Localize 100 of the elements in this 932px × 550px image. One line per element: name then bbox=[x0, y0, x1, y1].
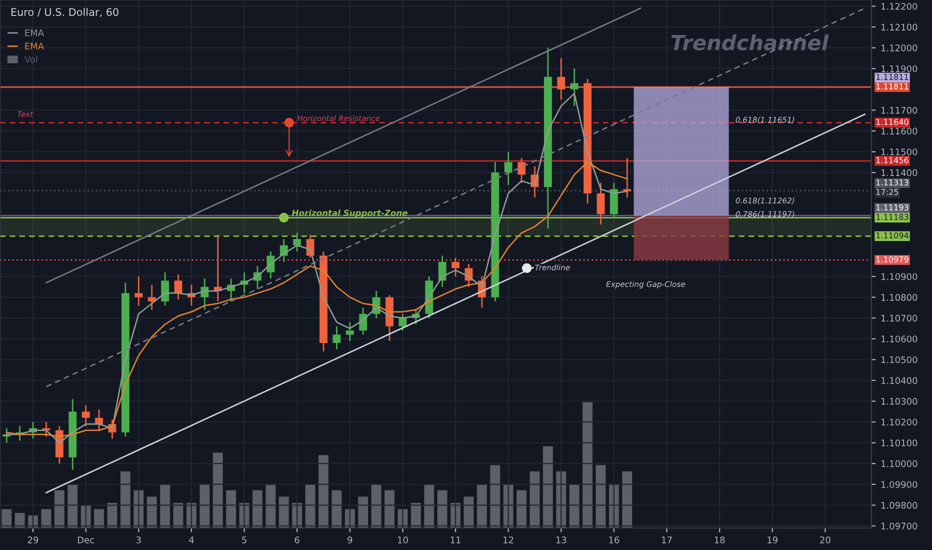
bar bbox=[410, 502, 421, 528]
x-tick-label: 10 bbox=[398, 536, 408, 544]
y-tick-label: 1.10500 bbox=[881, 356, 918, 364]
bar bbox=[278, 496, 289, 528]
bar bbox=[212, 452, 223, 528]
candlestick bbox=[134, 276, 143, 306]
bar bbox=[490, 465, 500, 528]
bar bbox=[318, 455, 328, 528]
bar bbox=[266, 484, 276, 528]
y-tick-label: 1.11700 bbox=[881, 106, 918, 114]
x-tick-label: 11 bbox=[450, 536, 460, 544]
y-tick-label: 1.12100 bbox=[881, 24, 918, 31]
bar bbox=[516, 490, 526, 528]
candlestick bbox=[82, 404, 90, 427]
ref-line-label: 1.11183 bbox=[876, 214, 908, 220]
x-tick-label: 29 bbox=[28, 536, 38, 544]
legend-label: Vol bbox=[24, 56, 38, 63]
y-tick-label: 1.12000 bbox=[881, 44, 918, 52]
y-tick-label: 1.10900 bbox=[881, 273, 918, 280]
y-tick-label: 1.09800 bbox=[881, 502, 918, 509]
bar bbox=[530, 471, 540, 528]
candlestick bbox=[174, 274, 182, 300]
candlestick bbox=[596, 182, 605, 226]
bar bbox=[54, 490, 64, 528]
bar bbox=[120, 471, 130, 528]
candlestick bbox=[293, 232, 302, 252]
annotation: Trendchannel bbox=[671, 34, 829, 50]
bar bbox=[424, 484, 434, 528]
ref-line-label: 1.11811 bbox=[876, 83, 908, 90]
candlestick bbox=[518, 157, 526, 184]
y-tick-label: 1.10300 bbox=[881, 398, 918, 405]
y-tick-label: 1.12200 bbox=[881, 2, 918, 10]
bar bbox=[332, 490, 342, 528]
candlestick bbox=[504, 151, 512, 186]
candlestick bbox=[346, 322, 354, 342]
candlestick bbox=[332, 326, 341, 350]
x-tick-label: 6 bbox=[294, 536, 300, 544]
candlestick bbox=[570, 68, 578, 107]
bar bbox=[384, 490, 394, 528]
y-tick-label: 1.10200 bbox=[881, 418, 918, 426]
ref-line-label: 1.11193 bbox=[876, 204, 908, 210]
x-tick-label: 19 bbox=[768, 536, 778, 544]
bar bbox=[226, 490, 236, 528]
y-tick-label: 1.09900 bbox=[881, 481, 918, 488]
text: 17:25 bbox=[876, 188, 898, 196]
candlestick bbox=[161, 272, 170, 306]
candlestick bbox=[200, 278, 209, 310]
x-tick-label: 5 bbox=[242, 536, 246, 544]
ref-line-label: 1.11456 bbox=[876, 157, 908, 164]
bar bbox=[582, 402, 592, 528]
ref-line-label: 1.11811 bbox=[876, 74, 908, 80]
y-tick-label: 1.09700 bbox=[881, 522, 918, 530]
candlestick bbox=[438, 254, 446, 288]
y-tick-label: 1.10400 bbox=[881, 377, 918, 384]
y-tick-label: 1.10000 bbox=[881, 460, 918, 468]
bar bbox=[569, 484, 580, 528]
bar bbox=[252, 490, 262, 528]
bar bbox=[622, 471, 632, 528]
bar bbox=[14, 512, 25, 528]
bar bbox=[542, 446, 553, 528]
bar bbox=[596, 465, 606, 528]
y-tick-label: 1.10600 bbox=[881, 336, 918, 342]
candlestick bbox=[557, 58, 566, 100]
bar bbox=[68, 484, 78, 528]
bar bbox=[160, 484, 170, 528]
x-tick-label: 12 bbox=[504, 536, 514, 544]
candlestick bbox=[95, 408, 103, 431]
bar bbox=[476, 484, 487, 528]
x-tick-label: 3 bbox=[136, 536, 141, 544]
y-tick-label: 1.10700 bbox=[881, 314, 918, 322]
bar bbox=[437, 490, 448, 528]
ref-line-label: 1.11094 bbox=[876, 232, 908, 238]
x-tick-label: 4 bbox=[189, 536, 194, 544]
ref-line-label: 1.10979 bbox=[876, 256, 908, 262]
x-tick-label: Dec bbox=[78, 536, 94, 544]
candlestick bbox=[398, 313, 407, 332]
bar bbox=[94, 509, 104, 528]
text: Euro / U.S. Dollar, 60 bbox=[11, 8, 118, 18]
bar bbox=[146, 496, 157, 528]
x-tick-label: 16 bbox=[609, 536, 620, 544]
y-tick-label: 1.10100 bbox=[881, 440, 918, 446]
y-tick-label: 1.11900 bbox=[881, 65, 918, 72]
x-tick-label: 20 bbox=[820, 536, 830, 544]
y-tick-label: 1.11400 bbox=[881, 169, 918, 176]
x-tick-label: 13 bbox=[556, 536, 566, 544]
y-tick-label: 1.10800 bbox=[881, 294, 918, 301]
bar bbox=[2, 509, 12, 528]
candlestick bbox=[623, 157, 632, 198]
legend-label: EMA bbox=[25, 30, 44, 36]
ref-line-label: 1.11313 bbox=[876, 179, 908, 186]
bar bbox=[200, 484, 210, 528]
y-tick-label: 1.11600 bbox=[881, 128, 918, 135]
candlestick bbox=[266, 250, 275, 280]
x-tick-label: 17 bbox=[662, 536, 672, 544]
x-tick-label: 18 bbox=[714, 536, 725, 544]
ref-line-label: 1.11640 bbox=[876, 118, 908, 125]
legend-label: EMA bbox=[25, 42, 44, 50]
band-label: Horizontal Support-Zone bbox=[292, 210, 408, 218]
candlestick bbox=[452, 257, 460, 278]
y-tick-label: 1.11500 bbox=[881, 148, 918, 156]
